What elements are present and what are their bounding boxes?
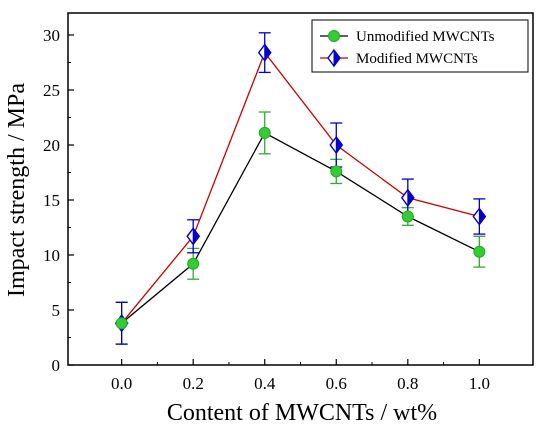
legend-label: Unmodified MWCNTs (356, 29, 495, 45)
x-tick-label: 0.8 (397, 374, 418, 393)
legend: Unmodified MWCNTs Modified MWCNTs (311, 19, 529, 73)
data-point-fill (264, 43, 272, 63)
x-tick-label: 0.2 (183, 374, 204, 393)
data-point (328, 30, 340, 42)
legend-box (311, 19, 529, 73)
y-axis-title: Impact strength / MPa (4, 83, 30, 297)
data-point (258, 126, 271, 139)
series-line (121, 132, 480, 324)
x-axis-title: Content of MWCNTs / wt% (167, 400, 437, 426)
data-point (473, 245, 486, 258)
series-markers (115, 126, 486, 330)
data-point-fill (192, 226, 200, 246)
legend-label: Modified MWCNTs (356, 51, 478, 67)
data-point-fill (335, 135, 343, 155)
plot-layer: 0.0 0.2 0.4 0.6 0.8 1.0 0 5 10 15 20 25 30 (43, 12, 534, 393)
data-point (187, 257, 200, 270)
series-line (121, 51, 480, 324)
data-point-fill (407, 188, 415, 208)
x-tick-label: 0.0 (111, 374, 132, 393)
y-tick-label: 0 (52, 356, 61, 375)
x-tick-label: 0.6 (326, 374, 347, 393)
data-point-fill (333, 48, 341, 68)
y-tick-label: 25 (43, 81, 60, 100)
y-tick-label: 20 (43, 136, 60, 155)
x-tick-label: 1.0 (469, 374, 490, 393)
series-1 (115, 111, 486, 345)
data-point (330, 165, 343, 178)
series-2 (115, 32, 486, 345)
data-point (401, 210, 414, 223)
y-tick-label: 5 (52, 301, 61, 320)
y-tick-label: 15 (43, 191, 60, 210)
x-tick-label: 0.4 (254, 374, 276, 393)
y-tick-label: 10 (43, 246, 60, 265)
y-tick-label: 30 (43, 26, 60, 45)
data-point (115, 317, 128, 330)
series-markers (114, 43, 487, 333)
data-point-fill (478, 207, 486, 226)
